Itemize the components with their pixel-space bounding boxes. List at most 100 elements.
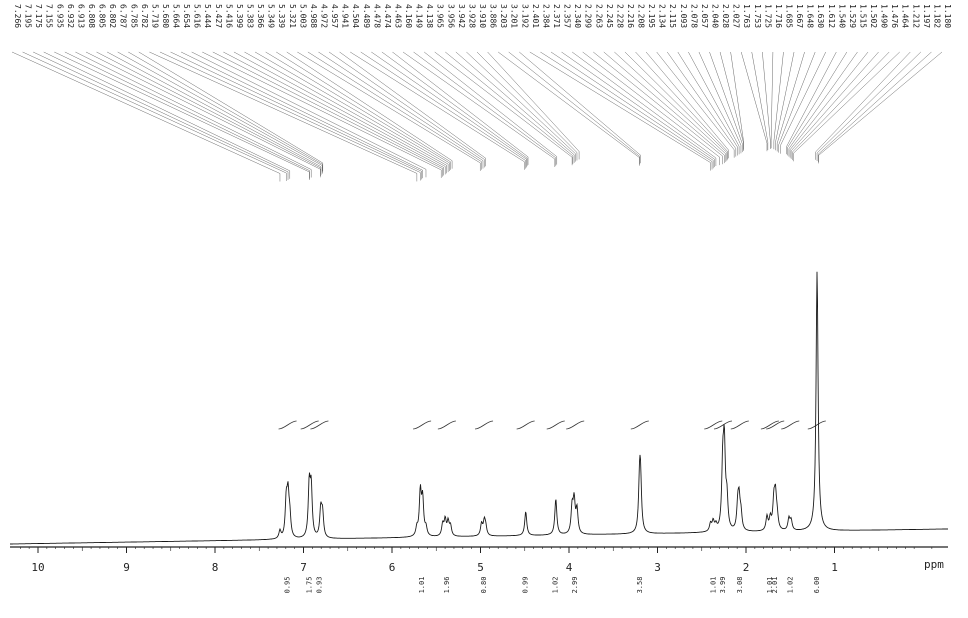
integral-value: 1.02 — [552, 577, 560, 594]
peak-shift-label: 2.371 — [552, 4, 561, 28]
peak-leader-line — [793, 51, 900, 162]
peak-shift-label: 4.149 — [415, 4, 424, 28]
peak-leader-line — [688, 51, 740, 155]
axis-tick-label: 6 — [389, 561, 396, 574]
peak-shift-label: 1.197 — [922, 4, 931, 28]
peak-shift-label: 6.787 — [119, 4, 128, 28]
peak-leader-line — [540, 51, 713, 170]
peak-leader-line — [603, 51, 725, 164]
peak-leader-line — [466, 51, 576, 162]
peak-shift-label: 4.941 — [341, 4, 350, 28]
integral-label-group: 0.95 1.75 0.93 1.01 1.96 0.80 0.99 1.02 2.99 3.58… — [284, 577, 821, 594]
peak-leader-line — [677, 51, 738, 156]
integral-curve — [704, 420, 723, 430]
peak-leader-line — [33, 51, 289, 180]
axis-tick-label: 3 — [654, 561, 661, 574]
peak-leader-line — [297, 51, 481, 171]
peak-shift-label: 4.160 — [404, 4, 413, 28]
peak-leader-line — [254, 51, 449, 173]
peak-shift-label: 2.357 — [563, 4, 572, 28]
peak-shift-label: 3.910 — [478, 4, 487, 28]
peak-leader-line — [286, 51, 453, 169]
peak-leader-line — [445, 51, 574, 164]
peak-leader-line — [413, 51, 557, 166]
peak-leader-line — [698, 51, 742, 154]
peak-shift-label: 1.476 — [890, 4, 899, 28]
peak-leader-line — [202, 51, 442, 178]
integral-curve — [516, 420, 535, 430]
peak-leader-line — [776, 51, 805, 152]
peak-leader-line — [54, 51, 310, 180]
peak-leader-line — [635, 51, 728, 160]
peak-leader-line — [770, 51, 774, 149]
axis-tick-label: 10 — [31, 561, 44, 574]
integral-curve — [781, 420, 800, 430]
peak-leader-line — [773, 51, 784, 150]
peak-shift-label: 5.383 — [246, 4, 255, 28]
integral-curve — [760, 420, 779, 430]
peak-shift-label: 3.956 — [446, 4, 455, 28]
peak-shift-label: 1.612 — [827, 4, 836, 28]
integral-curve — [730, 420, 749, 430]
peak-shift-label: 2.134 — [658, 4, 667, 28]
peak-leader-line — [223, 51, 444, 176]
peak-leader-line — [582, 51, 720, 166]
peak-leader-line — [181, 51, 423, 179]
peak-leader-line — [476, 51, 578, 161]
integral-curve — [437, 420, 456, 430]
peak-leader-line — [790, 51, 879, 159]
axis-tick-group: 10 9 8 7 6 5 4 3 2 1 — [19, 547, 933, 574]
peak-leader-line — [624, 51, 728, 161]
peak-leader-line — [402, 51, 556, 167]
peak-shift-label: 7.155 — [45, 4, 54, 28]
peak-leader-line — [775, 51, 795, 151]
integral-value: 1.01 — [418, 577, 426, 594]
integral-curve — [310, 420, 329, 430]
peak-shift-label: 6.782 — [140, 4, 149, 28]
integral-curve — [807, 420, 826, 430]
peak-shift-label: 1.648 — [806, 4, 815, 28]
peak-leader-line — [529, 51, 711, 171]
peak-leader-line — [751, 51, 769, 150]
peak-shift-label: 1.182 — [932, 4, 941, 28]
peak-shift-label: 2.093 — [679, 4, 688, 28]
peak-shift-label: 4.489 — [362, 4, 371, 28]
peak-leader-line — [788, 51, 858, 157]
peak-shift-label: 3.965 — [436, 4, 445, 28]
peak-shift-label: 1.716 — [774, 4, 783, 28]
peak-leader-line — [816, 51, 922, 161]
integral-curve — [474, 420, 494, 430]
peak-shift-label: 7.175 — [34, 4, 43, 28]
integral-value: 0.99 — [522, 577, 530, 594]
axis-tick-label: 9 — [123, 561, 130, 574]
peak-leader-line — [550, 51, 714, 169]
integral-value: 2.01 — [771, 577, 779, 594]
peak-shift-label: 2.384 — [541, 4, 550, 28]
peak-shift-label: 4.988 — [309, 4, 318, 28]
integral-value: 2.99 — [571, 577, 579, 594]
integral-value: 6.00 — [813, 577, 821, 594]
peak-leader-line — [96, 51, 321, 176]
peak-shift-label: 6.805 — [98, 4, 107, 28]
peak-leader-line — [191, 51, 427, 178]
peak-shift-label: 1.685 — [784, 4, 793, 28]
peak-shift-label: 4.972 — [319, 4, 328, 28]
peak-shift-label: 4.504 — [351, 4, 360, 28]
peak-shift-label: 2.299 — [584, 4, 593, 28]
peak-leader-line — [318, 51, 484, 169]
peak-leader-line — [571, 51, 717, 166]
peak-shift-label: 5.616 — [193, 4, 202, 28]
peak-shift-label: 1.212 — [911, 4, 920, 28]
peak-leader-line — [508, 51, 640, 165]
peak-shift-label: 6.785 — [129, 4, 138, 28]
peak-shift-label: 3.886 — [489, 4, 498, 28]
peak-shift-label: 2.040 — [711, 4, 720, 28]
peak-leader-line — [159, 51, 421, 181]
peak-shift-label: 1.490 — [880, 4, 889, 28]
peak-shift-label: 4.957 — [330, 4, 339, 28]
peak-shift-label: 2.028 — [721, 4, 730, 28]
peak-leader-line — [75, 51, 312, 178]
peak-leader-line — [719, 51, 744, 151]
peak-shift-label: 5.366 — [256, 4, 265, 28]
integral-value: 1.01 — [709, 577, 717, 594]
